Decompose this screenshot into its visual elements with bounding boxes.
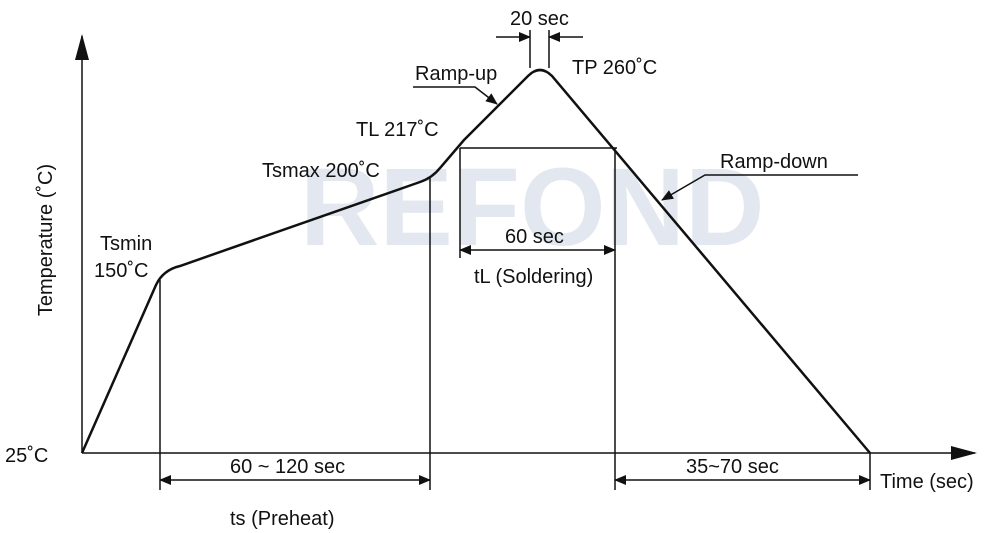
tsmin-label: Tsmin — [100, 233, 152, 255]
ramp-up-leader — [413, 86, 498, 105]
cool-time: 35~70 sec — [686, 456, 779, 478]
tp-label: TP 260˚C — [572, 57, 657, 79]
tsmin-temp: 150˚C — [94, 260, 148, 282]
ramp-down-leader — [661, 174, 858, 201]
peak-time: 20 sec — [510, 8, 569, 30]
ramp-down-label: Ramp-down — [720, 151, 828, 173]
liquidus-label: tL (Soldering) — [474, 266, 593, 288]
ramp-up-label: Ramp-up — [415, 63, 497, 85]
profile-curve — [80, 68, 871, 454]
preheat-time: 60 ~ 120 sec — [230, 456, 345, 478]
y-axis-label: Temperature (˚C) — [35, 164, 57, 316]
guide-lines — [159, 30, 871, 490]
x-axis-label: Time (sec) — [880, 471, 974, 493]
preheat-label: ts (Preheat) — [230, 508, 334, 530]
tl-label: TL 217˚C — [356, 119, 439, 141]
tsmax-label: Tsmax 200˚C — [262, 160, 380, 182]
liquidus-time: 60 sec — [505, 226, 564, 248]
origin-label: 25˚C — [5, 445, 48, 467]
dimension-arrows — [159, 32, 871, 485]
